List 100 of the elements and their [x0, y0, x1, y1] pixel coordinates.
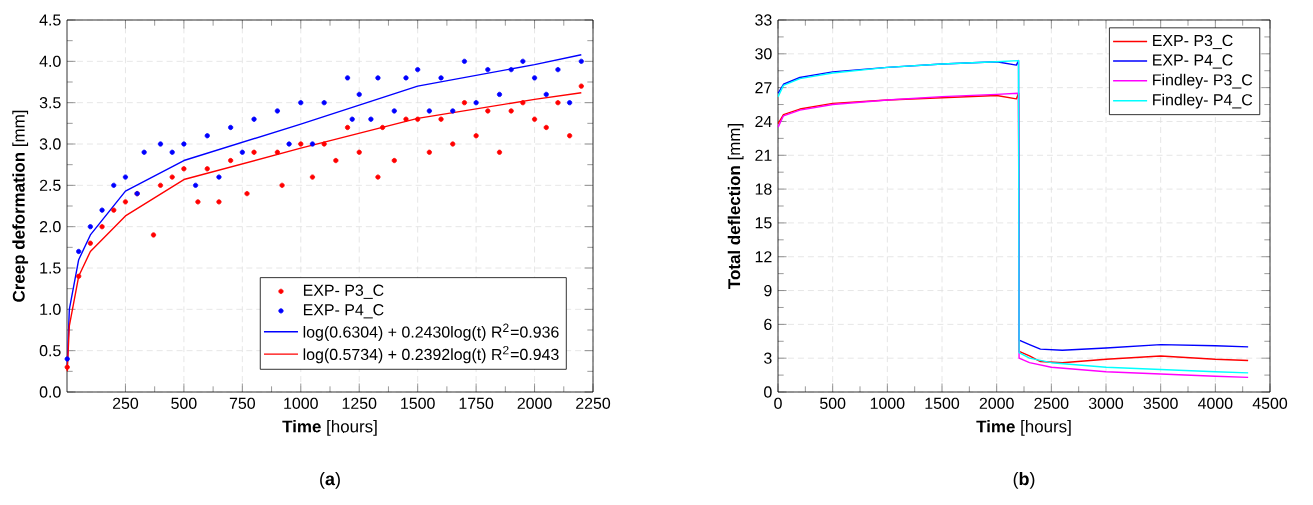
y-tick-label: 30: [755, 48, 772, 60]
text: (a): [320, 472, 340, 489]
legend-label: EXP- P4_C: [1153, 54, 1233, 69]
point: [157, 141, 164, 147]
point: [122, 174, 129, 180]
point: [508, 67, 514, 73]
point: [122, 199, 129, 205]
point: [228, 157, 234, 164]
point: [496, 91, 503, 97]
point: [251, 149, 257, 155]
point: [567, 133, 573, 139]
point: [520, 100, 526, 106]
y-tick-label: 3: [764, 352, 772, 364]
x-tick-label: 2500: [1034, 397, 1069, 409]
x-tick-label: 1750: [459, 397, 494, 409]
y-tick-label: 0.5: [39, 345, 61, 357]
point: [309, 174, 316, 180]
x-tick-label: 4000: [1197, 397, 1233, 409]
x-tick-label: 750: [229, 397, 256, 409]
point: [450, 108, 456, 114]
x-tick-label: 2000: [517, 397, 552, 409]
point: [204, 166, 210, 172]
y-tick-label: 3.5: [39, 97, 61, 109]
legend-label: Findley- P4_C: [1153, 93, 1253, 109]
x-tick-label: 1000: [284, 397, 318, 409]
point: [344, 75, 351, 81]
x-tick-label: 3500: [1143, 397, 1178, 409]
x-tick-label: 1000: [870, 397, 905, 409]
point: [87, 224, 93, 230]
point: [111, 207, 117, 213]
x-tick-label: 500: [820, 397, 846, 409]
x-axis-title: Time [hours]: [282, 420, 377, 436]
point: [543, 124, 549, 131]
point: [485, 108, 491, 114]
point: [438, 116, 444, 122]
y-tick-label: 15: [755, 217, 772, 229]
y-tick-label: 12: [755, 251, 772, 263]
point: [461, 100, 468, 106]
point: [391, 108, 397, 114]
x-tick-label: 4500: [1252, 397, 1288, 409]
y-tick-label: 4.0: [39, 55, 61, 67]
point: [508, 108, 514, 114]
point: [251, 116, 257, 122]
point: [181, 166, 187, 172]
x-tick-label: 1500: [401, 397, 435, 409]
point: [216, 199, 222, 205]
point: [375, 174, 381, 180]
legend-label: EXP- P3_C: [303, 284, 384, 299]
y-tick-label: 9: [764, 284, 772, 297]
point: [391, 157, 397, 164]
point: [485, 67, 491, 73]
point: [578, 83, 584, 89]
point: [415, 116, 421, 122]
point: [531, 116, 538, 122]
point: [368, 116, 374, 122]
point: [64, 364, 70, 370]
point: [403, 75, 409, 81]
point: [520, 58, 526, 64]
point: [204, 133, 210, 139]
legend-label: log(0.5734) + 0.2392log(t) R$^{2}$=0.943: [303, 345, 559, 364]
point: [298, 100, 304, 106]
point: [64, 356, 70, 362]
y-tick-label: 27: [755, 82, 772, 94]
point: [496, 149, 503, 155]
y-tick-label: 1.0: [40, 303, 61, 315]
point: [99, 224, 105, 230]
point: [531, 75, 538, 81]
x-tick-label: 0: [774, 397, 782, 409]
y-tick-label: 21: [755, 149, 772, 161]
point: [239, 149, 245, 155]
legend-label: log(0.6304) + 0.2430log(t) R$^{2}$=0.936: [303, 323, 559, 341]
y-tick-label: 0: [764, 386, 772, 398]
point: [543, 91, 549, 97]
y-tick-label: 6: [764, 318, 772, 331]
point: [274, 108, 280, 114]
y-tick-label: 2.5: [39, 179, 61, 191]
point: [111, 182, 117, 188]
point: [375, 75, 381, 81]
point: [356, 149, 362, 155]
y-tick-label: 33: [755, 14, 772, 26]
point: [228, 124, 234, 131]
point: [141, 149, 147, 155]
point: [76, 248, 82, 255]
point: [195, 199, 201, 205]
x-tick-label: 1500: [925, 397, 960, 409]
point: [344, 124, 351, 131]
point: [87, 240, 93, 246]
point: [450, 141, 456, 147]
point: [473, 100, 479, 106]
y-axis-title: Total deflection [mm]: [727, 124, 744, 289]
legend-label: EXP- P3_C: [1153, 34, 1233, 50]
point: [286, 141, 292, 147]
point: [99, 207, 105, 213]
legend-label: EXP- P4_C: [303, 304, 384, 319]
x-tick-label: 2250: [576, 397, 611, 409]
point: [321, 100, 327, 106]
point: [216, 174, 222, 180]
y-tick-label: 24: [755, 115, 772, 128]
x-tick-label: 3000: [1088, 397, 1124, 409]
point: [309, 141, 316, 147]
